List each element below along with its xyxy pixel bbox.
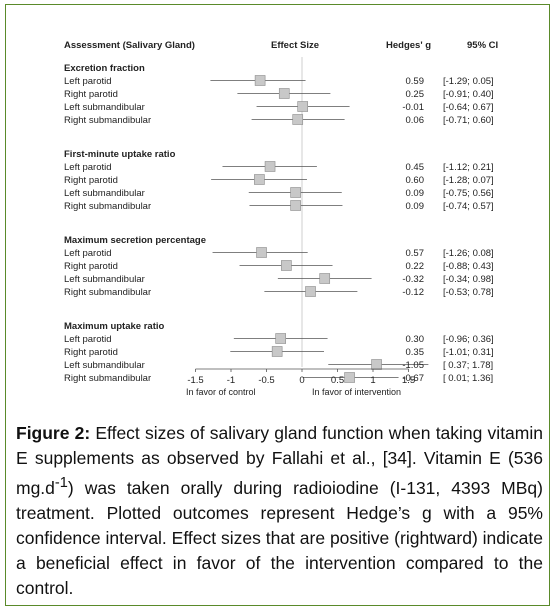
- ci-value: [-0.91; 0.40]: [443, 89, 494, 100]
- hedges-g-value: 0.30: [406, 334, 425, 345]
- group-title: Maximum uptake ratio: [64, 321, 164, 332]
- x-tick-label: 0.5: [331, 375, 344, 386]
- ci-value: [-0.74; 0.57]: [443, 201, 494, 212]
- effect-marker: [254, 174, 265, 185]
- hedges-g-value: -0.01: [402, 102, 424, 113]
- effect-marker: [292, 114, 304, 125]
- hedges-g-value: 0.57: [406, 248, 425, 259]
- hedges-g-value: 0.09: [406, 201, 425, 212]
- hedges-g-value: -0.12: [402, 287, 424, 298]
- ci-value: [-0.75; 0.56]: [443, 188, 494, 199]
- hedges-g-value: -0.67: [402, 373, 424, 384]
- ci-value: [-1.01; 0.31]: [443, 347, 494, 358]
- hedges-g-value: 0.60: [406, 175, 425, 186]
- row-label: Left parotid: [64, 248, 112, 259]
- row-label: Right parotid: [64, 175, 118, 186]
- effect-marker: [271, 346, 283, 357]
- row-label: Right parotid: [64, 347, 118, 358]
- column-headers: Assessment (Salivary Gland) Effect Size …: [64, 40, 498, 51]
- effect-marker: [278, 88, 290, 99]
- row-label: Left submandibular: [64, 188, 145, 199]
- hedges-g-value: 0.06: [406, 115, 425, 126]
- ci-value: [-1.29; 0.05]: [443, 76, 494, 87]
- ci-value: [-1.12; 0.21]: [443, 162, 494, 173]
- ci-value: [-0.71; 0.60]: [443, 115, 494, 126]
- row-label: Left submandibular: [64, 102, 145, 113]
- effect-marker: [290, 187, 301, 198]
- header-hedges-g: Hedges' g: [386, 40, 431, 51]
- ci-value: [-1.26; 0.08]: [443, 248, 494, 259]
- header-ci: 95% CI: [467, 40, 498, 51]
- effect-marker: [297, 101, 309, 112]
- effect-marker: [275, 333, 287, 344]
- ci-value: [ 0.37; 1.78]: [443, 360, 493, 371]
- row-label: Left parotid: [64, 334, 112, 345]
- ci-value: [-0.64; 0.67]: [443, 102, 494, 113]
- row-label: Left submandibular: [64, 360, 145, 371]
- effect-marker: [264, 161, 276, 172]
- row-label: Left submandibular: [64, 274, 145, 285]
- figure-frame: Assessment (Salivary Gland) Effect Size …: [5, 4, 550, 606]
- effect-marker: [305, 286, 316, 297]
- x-tick-label: 1.5: [402, 375, 415, 386]
- row-label: Left parotid: [64, 76, 112, 87]
- effect-marker: [344, 372, 355, 383]
- effect-marker: [256, 247, 267, 258]
- favor-control-label: In favor of control: [186, 387, 256, 397]
- ci-value: [-0.34; 0.98]: [443, 274, 494, 285]
- forest-rows: Excretion fraction Left parotid 0.59 [-1.29…: [64, 63, 494, 384]
- x-tick-label: -1: [227, 375, 235, 386]
- caption-superscript: -1: [54, 475, 68, 491]
- hedges-g-value: 0.09: [406, 188, 425, 199]
- hedges-g-value: 0.59: [406, 76, 425, 87]
- row-label: Right submandibular: [64, 287, 151, 298]
- caption-text-part2: ) was taken orally during radioiodine (I…: [16, 477, 543, 598]
- hedges-g-value: 0.35: [406, 347, 425, 358]
- hedges-g-value: 0.22: [406, 261, 425, 272]
- row-label: Right submandibular: [64, 115, 151, 126]
- group-title: Maximum secretion percentage: [64, 235, 206, 246]
- x-tick-label: 0: [299, 375, 304, 386]
- caption-label: Figure 2:: [16, 423, 91, 443]
- hedges-g-value: 0.25: [406, 89, 425, 100]
- row-label: Right parotid: [64, 89, 118, 100]
- hedges-g-value: -1.05: [402, 360, 424, 371]
- effect-marker: [281, 260, 292, 271]
- ci-value: [-0.96; 0.36]: [443, 334, 494, 345]
- ci-value: [ 0.01; 1.36]: [443, 373, 493, 384]
- row-label: Right submandibular: [64, 201, 151, 212]
- effect-marker: [254, 75, 266, 86]
- effect-marker: [319, 273, 331, 284]
- header-assessment: Assessment (Salivary Gland): [64, 40, 195, 51]
- hedges-g-value: -0.32: [402, 274, 424, 285]
- forest-plot: Assessment (Salivary Gland) Effect Size …: [64, 40, 498, 397]
- caption-text-part1: Effect sizes of salivary gland function …: [16, 423, 543, 498]
- effect-marker: [371, 359, 382, 370]
- row-label: Left parotid: [64, 162, 112, 173]
- effect-marker: [290, 200, 301, 211]
- favor-intervention-label: In favor of intervention: [312, 387, 401, 397]
- hedges-g-value: 0.45: [406, 162, 425, 173]
- row-label: Right parotid: [64, 261, 118, 272]
- group-title: Excretion fraction: [64, 63, 145, 74]
- x-tick-label: 1: [370, 375, 375, 386]
- group-title: First-minute uptake ratio: [64, 149, 176, 160]
- x-axis: -1.5 -1 -0.5 0 0.5 1 1.5: [187, 368, 415, 386]
- figure-caption: Figure 2: Effect sizes of salivary gland…: [16, 421, 543, 601]
- ci-value: [-1.28; 0.07]: [443, 175, 494, 186]
- ci-value: [-0.53; 0.78]: [443, 287, 494, 298]
- x-tick-label: -0.5: [258, 375, 274, 386]
- x-tick-label: -1.5: [187, 375, 203, 386]
- ci-value: [-0.88; 0.43]: [443, 261, 494, 272]
- header-effect-size: Effect Size: [271, 40, 319, 51]
- row-label: Right submandibular: [64, 373, 151, 384]
